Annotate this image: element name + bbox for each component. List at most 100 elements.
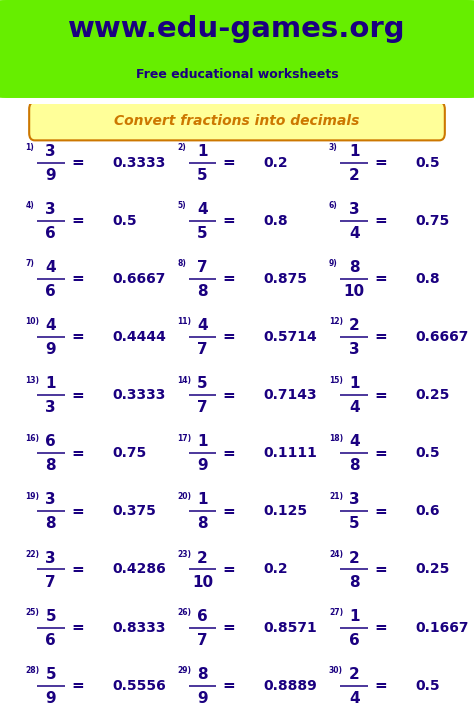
- Text: 0.4286: 0.4286: [112, 562, 166, 577]
- Text: 1: 1: [197, 143, 208, 158]
- Text: 18): 18): [329, 434, 343, 443]
- Text: 6: 6: [46, 435, 56, 449]
- Text: 8: 8: [197, 284, 208, 299]
- Text: 16): 16): [26, 434, 39, 443]
- Text: 6: 6: [197, 608, 208, 623]
- Text: 29): 29): [177, 666, 191, 675]
- Text: 4: 4: [46, 260, 56, 275]
- Text: 8: 8: [46, 516, 56, 532]
- Text: =: =: [71, 620, 84, 635]
- Text: 30): 30): [329, 666, 343, 675]
- Text: 0.8: 0.8: [415, 272, 440, 286]
- Text: =: =: [223, 388, 236, 403]
- Text: 1: 1: [349, 608, 359, 623]
- Text: 3: 3: [46, 550, 56, 566]
- Text: 19): 19): [26, 492, 39, 501]
- Text: 6): 6): [329, 201, 337, 210]
- Text: 8: 8: [46, 459, 56, 474]
- Text: 26): 26): [177, 608, 191, 617]
- Text: =: =: [374, 446, 387, 461]
- Text: 20): 20): [177, 492, 191, 501]
- FancyBboxPatch shape: [0, 0, 474, 98]
- Text: 8: 8: [349, 459, 360, 474]
- Text: 2: 2: [197, 550, 208, 566]
- Text: 4: 4: [197, 318, 208, 333]
- Text: 0.1111: 0.1111: [264, 446, 318, 460]
- Text: 0.3333: 0.3333: [112, 155, 165, 170]
- Text: =: =: [223, 562, 236, 577]
- Text: 0.6: 0.6: [415, 504, 440, 518]
- Text: 5: 5: [46, 667, 56, 682]
- Text: 1: 1: [349, 143, 359, 158]
- Text: 5): 5): [177, 201, 186, 210]
- Text: 25): 25): [26, 608, 39, 617]
- Text: 0.375: 0.375: [112, 504, 156, 518]
- Text: 5: 5: [46, 608, 56, 623]
- Text: 12): 12): [329, 317, 343, 327]
- Text: 7: 7: [197, 633, 208, 648]
- Text: 9: 9: [197, 691, 208, 706]
- Text: 6: 6: [349, 633, 360, 648]
- Text: 5: 5: [197, 376, 208, 391]
- Text: 14): 14): [177, 376, 191, 385]
- Text: 22): 22): [26, 550, 39, 559]
- Text: 0.2: 0.2: [264, 155, 288, 170]
- Text: www.edu-games.org: www.edu-games.org: [68, 16, 406, 43]
- Text: 0.5: 0.5: [112, 214, 137, 228]
- Text: =: =: [374, 504, 387, 519]
- Text: =: =: [223, 678, 236, 693]
- Text: 17): 17): [177, 434, 191, 443]
- Text: 2: 2: [349, 550, 360, 566]
- Text: 27): 27): [329, 608, 343, 617]
- Text: 0.125: 0.125: [264, 504, 308, 518]
- Text: 9: 9: [46, 168, 56, 182]
- Text: Free educational worksheets: Free educational worksheets: [136, 68, 338, 81]
- Text: 8: 8: [197, 516, 208, 532]
- Text: =: =: [374, 562, 387, 577]
- Text: 9): 9): [329, 259, 337, 268]
- Text: 3: 3: [46, 493, 56, 508]
- Text: =: =: [223, 155, 236, 170]
- Text: =: =: [374, 271, 387, 286]
- Text: =: =: [223, 446, 236, 461]
- Text: =: =: [71, 504, 84, 519]
- Text: 5: 5: [197, 226, 208, 241]
- Text: =: =: [374, 388, 387, 403]
- Text: =: =: [71, 562, 84, 577]
- Text: 8: 8: [197, 667, 208, 682]
- Text: 15): 15): [329, 376, 343, 385]
- Text: 0.25: 0.25: [415, 562, 450, 577]
- Text: 2): 2): [177, 143, 186, 152]
- Text: 2: 2: [349, 667, 360, 682]
- Text: 10: 10: [344, 284, 365, 299]
- Text: =: =: [223, 271, 236, 286]
- Text: 4: 4: [46, 318, 56, 333]
- Text: 24): 24): [329, 550, 343, 559]
- Text: 3: 3: [349, 342, 360, 357]
- Text: 4: 4: [349, 400, 360, 415]
- Text: 0.75: 0.75: [112, 446, 146, 460]
- Text: 3): 3): [329, 143, 337, 152]
- Text: =: =: [71, 213, 84, 228]
- Text: 0.5714: 0.5714: [264, 330, 318, 344]
- Text: =: =: [71, 446, 84, 461]
- Text: =: =: [71, 388, 84, 403]
- Text: 5: 5: [197, 168, 208, 182]
- Text: 0.4444: 0.4444: [112, 330, 166, 344]
- Text: 0.8889: 0.8889: [264, 679, 318, 693]
- Text: 1: 1: [349, 376, 359, 391]
- Text: 9: 9: [46, 342, 56, 357]
- Text: 10: 10: [192, 574, 213, 589]
- Text: 0.5: 0.5: [415, 446, 440, 460]
- Text: 4: 4: [197, 202, 208, 217]
- Text: 0.875: 0.875: [264, 272, 308, 286]
- Text: =: =: [223, 329, 236, 344]
- Text: 1: 1: [197, 435, 208, 449]
- FancyBboxPatch shape: [29, 102, 445, 141]
- Text: 4): 4): [26, 201, 34, 210]
- Text: 0.75: 0.75: [415, 214, 450, 228]
- Text: 1: 1: [46, 376, 56, 391]
- Text: 0.8: 0.8: [264, 214, 288, 228]
- Text: 0.25: 0.25: [415, 388, 450, 402]
- Text: 0.8571: 0.8571: [264, 621, 318, 635]
